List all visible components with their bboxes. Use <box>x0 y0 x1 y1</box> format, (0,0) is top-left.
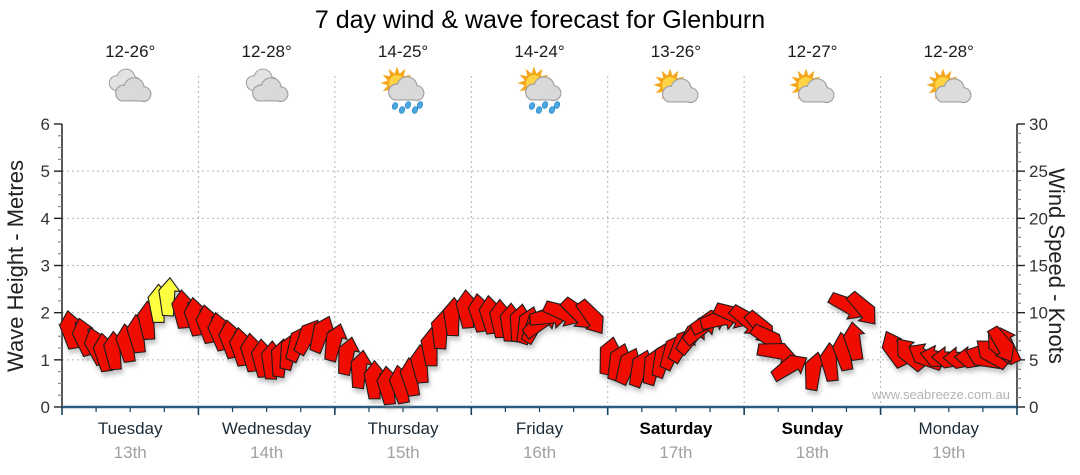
cloud-shape <box>524 76 561 102</box>
day-temp: 12-28° <box>241 42 292 61</box>
wind-arrow <box>338 336 361 377</box>
wind-arrow <box>770 354 808 383</box>
right-tick-label: 30 <box>1029 115 1048 134</box>
right-axis-ticks: 0 5 10 15 20 25 30 <box>1017 115 1048 417</box>
sun-cloud-icon <box>926 68 972 104</box>
day-header-monday: 12-28° <box>884 42 1014 122</box>
wind-arrow <box>574 298 604 335</box>
cloud-shape <box>798 78 835 104</box>
day-header-friday: 14-24° <box>475 42 605 122</box>
day-date: 18th <box>795 443 829 462</box>
day-header-thursday: 14-25° <box>338 42 468 122</box>
cloud-shape <box>934 78 972 104</box>
left-tick-label: 4 <box>41 209 50 228</box>
day-date: 14th <box>250 443 284 462</box>
left-tick-label: 0 <box>41 398 50 417</box>
time-axis-ticks <box>61 407 1018 415</box>
right-tick-label: 10 <box>1029 304 1048 323</box>
left-tick-label: 1 <box>41 351 50 370</box>
day-name: Thursday <box>367 419 439 438</box>
chart-title: 7 day wind & wave forecast for Glenburn <box>314 6 766 34</box>
day-date: 17th <box>659 443 693 462</box>
wind-arrow <box>986 325 1015 363</box>
day-date: 16th <box>522 443 557 462</box>
sun-cloud-icon <box>789 68 835 104</box>
day-name: Saturday <box>639 419 713 438</box>
day-name: Tuesday <box>97 419 163 438</box>
cloud-shape <box>115 77 152 103</box>
cloud-shape <box>251 77 289 103</box>
day-temp: 12-28° <box>923 42 974 61</box>
raindrops <box>392 101 424 114</box>
day-name: Sunday <box>781 419 844 438</box>
cloud-shape <box>388 76 425 102</box>
right-tick-label: 5 <box>1029 351 1038 370</box>
right-tick-label: 0 <box>1029 398 1038 417</box>
day-temp: 14-24° <box>514 42 565 61</box>
left-tick-label: 5 <box>41 162 50 181</box>
day-date: 19th <box>932 443 966 462</box>
right-tick-label: 20 <box>1029 209 1048 228</box>
left-tick-label: 2 <box>41 304 50 323</box>
wind-arrow <box>324 323 348 363</box>
left-axis-ticks: 0 1 2 3 4 5 6 <box>41 115 62 417</box>
sun-cloud-icon <box>653 68 699 104</box>
wind-arrow <box>845 290 876 325</box>
day-header-wednesday: 12-28° <box>202 42 332 122</box>
day-date: 15th <box>386 443 420 462</box>
sun-rain-icon <box>517 66 561 114</box>
wind-arrow <box>842 321 866 362</box>
day-temp: 12-26° <box>105 42 156 61</box>
day-header-saturday: 13-26° <box>611 42 741 122</box>
left-tick-label: 3 <box>41 257 50 276</box>
right-tick-label: 25 <box>1029 162 1048 181</box>
day-name: Friday <box>515 419 564 438</box>
axes <box>61 124 1018 409</box>
wind-arrow-series <box>59 276 1022 406</box>
clouds-icon <box>245 68 289 103</box>
day-temp: 13-26° <box>650 42 702 61</box>
gridlines <box>62 76 1017 407</box>
clouds-icon <box>108 68 152 103</box>
sun-rain-icon <box>380 66 425 114</box>
day-temp: 14-25° <box>377 42 429 61</box>
day-temp: 12-27° <box>787 42 838 61</box>
day-name: Monday <box>918 419 980 438</box>
raindrops <box>528 101 560 114</box>
right-tick-label: 15 <box>1029 257 1048 276</box>
left-tick-label: 6 <box>41 115 50 134</box>
watermark: www.seabreeze.com.au <box>871 387 1010 402</box>
day-name: Wednesday <box>221 419 312 438</box>
day-header-sunday: 12-27° <box>747 42 877 122</box>
day-header-tuesday: 12-26° <box>65 42 195 122</box>
day-date: 13th <box>113 443 147 462</box>
cloud-shape <box>661 78 699 104</box>
